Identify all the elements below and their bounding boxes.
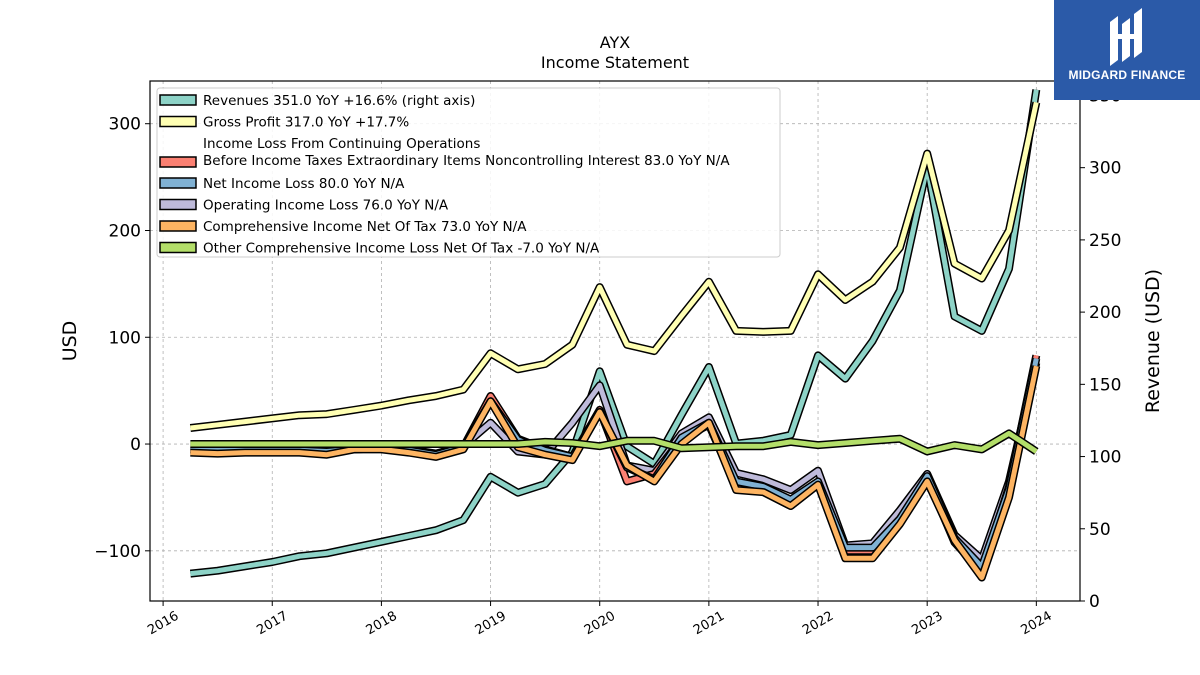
series-line-outline <box>190 362 1041 564</box>
legend-swatch <box>159 220 197 232</box>
y2-tick-label: 250 <box>1089 231 1121 251</box>
midgard-logo-icon <box>1110 8 1142 66</box>
brand-logo: MIDGARD FINANCE <box>1054 0 1200 100</box>
series-layer <box>189 89 1041 582</box>
legend-entry-label: Comprehensive Income Net Of Tax 73.0 YoY… <box>203 219 527 235</box>
series-line <box>190 430 1038 454</box>
y2-axis-label: Revenue (USD) <box>1142 269 1164 413</box>
x-tick-label: 2023 <box>909 609 945 639</box>
legend-entry-label: Net Income Loss 80.0 YoY N/A <box>203 176 405 192</box>
series-line-outline <box>190 354 1041 577</box>
y-tick-label: 0 <box>130 435 141 455</box>
x-tick-label: 2021 <box>691 609 727 639</box>
y-tick-label: 300 <box>109 115 141 135</box>
legend-swatch <box>159 156 197 168</box>
legend-entry-label: Operating Income Loss 76.0 YoY N/A <box>203 198 449 214</box>
x-tick-label: 2022 <box>800 609 836 639</box>
y2-tick-label: 150 <box>1089 375 1121 395</box>
legend-swatch <box>159 177 197 189</box>
series-line <box>190 362 1039 562</box>
x-axis: 2016 2017 2018 2019 2020 2021 2022 2023 2024 <box>145 601 1055 639</box>
y-tick-label: 200 <box>109 221 141 241</box>
series-3 <box>190 357 1041 571</box>
legend-swatch <box>159 94 197 106</box>
legend-swatch <box>159 241 197 254</box>
series-0 <box>189 89 1041 578</box>
legend-entry-label: Revenues 351.0 YoY +16.6% (right axis) <box>203 93 475 109</box>
brand-name: MIDGARD FINANCE <box>1068 68 1186 82</box>
y-tick-label: −100 <box>94 542 141 562</box>
y2-tick-label: 100 <box>1089 448 1121 468</box>
legend-swatch <box>159 115 197 128</box>
x-tick-label: 2016 <box>145 609 181 639</box>
left-axis: −100 0 100 200 300 <box>94 115 150 562</box>
series-line <box>190 358 1039 570</box>
legend-entry-label: Other Comprehensive Income Loss Net Of T… <box>203 241 600 257</box>
chart-title: AYX <box>600 33 630 52</box>
x-tick-label: 2019 <box>473 609 509 639</box>
x-tick-label: 2018 <box>364 609 400 639</box>
y2-tick-label: 300 <box>1089 159 1121 179</box>
y2-tick-label: 0 <box>1089 592 1100 612</box>
legend-entry-label: Gross Profit 317.0 YoY +17.7% <box>203 115 409 131</box>
series-5 <box>190 365 1041 582</box>
y2-tick-label: 50 <box>1089 520 1111 540</box>
series-line <box>190 354 1039 575</box>
series-line <box>190 365 1039 580</box>
x-tick-label: 2024 <box>1019 609 1055 639</box>
legend-box <box>156 87 781 258</box>
y-tick-label: 100 <box>109 328 141 348</box>
plot-frame <box>149 80 1081 602</box>
chart-subtitle: Income Statement <box>541 53 689 72</box>
legend-entry-label: Income Loss From Continuing Operations Be… <box>203 136 730 169</box>
x-tick-label: 2017 <box>254 609 290 639</box>
series-line <box>190 101 1039 431</box>
legend: Revenues 351.0 YoY +16.6% (right axis) Gr… <box>156 87 781 258</box>
series-1 <box>189 101 1041 432</box>
series-2 <box>190 354 1041 577</box>
series-line <box>190 89 1039 577</box>
series-4 <box>190 362 1041 564</box>
right-axis: 050100150200250300350 <box>1080 86 1121 612</box>
series-6 <box>190 429 1039 456</box>
series-line-outline <box>190 357 1041 571</box>
x-tick-label: 2020 <box>582 609 618 639</box>
y-axis-label: USD <box>59 321 81 362</box>
y2-tick-label: 200 <box>1089 303 1121 323</box>
legend-swatch <box>159 198 197 211</box>
